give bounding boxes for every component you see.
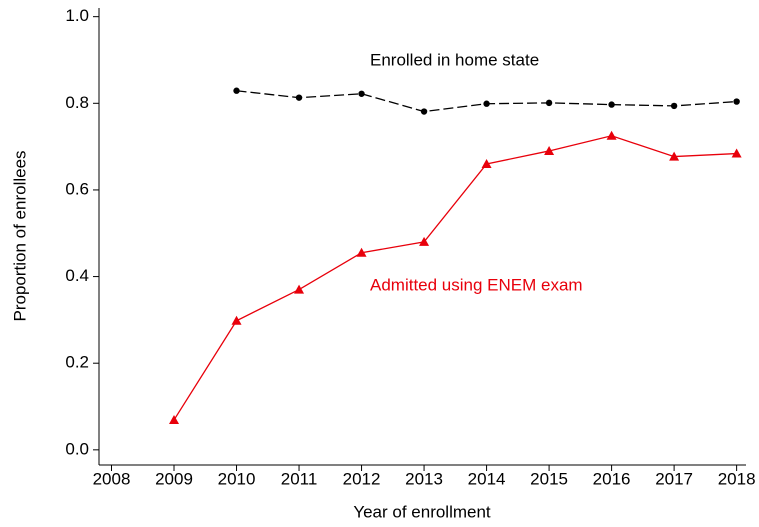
- marker: [356, 247, 367, 257]
- marker: [544, 145, 555, 155]
- marker: [608, 101, 615, 108]
- y-axis-label: Proportion of enrollees: [10, 150, 29, 321]
- series-label: Admitted using ENEM exam: [370, 275, 583, 294]
- y-tick-label: 0.8: [65, 93, 89, 112]
- x-tick-label: 2011: [281, 469, 318, 488]
- x-tick-label: 2009: [155, 469, 193, 488]
- marker: [233, 87, 240, 94]
- marker: [481, 158, 492, 168]
- marker: [169, 414, 180, 424]
- marker: [358, 90, 365, 97]
- series-line: [173, 135, 737, 421]
- x-tick-label: 2014: [468, 469, 506, 488]
- marker: [545, 99, 553, 107]
- x-tick-label: 2018: [718, 469, 756, 488]
- x-tick-label: 2013: [405, 469, 443, 488]
- marker: [606, 130, 617, 140]
- y-tick-label: 0.2: [65, 353, 89, 372]
- marker: [295, 94, 303, 101]
- marker: [731, 148, 742, 158]
- x-tick-label: 2010: [218, 469, 256, 488]
- y-tick-label: 0.4: [65, 266, 89, 285]
- x-tick-label: 2017: [655, 469, 693, 488]
- marker: [669, 151, 680, 161]
- x-tick-label: 2015: [530, 469, 568, 488]
- x-tick-label: 2012: [343, 469, 381, 488]
- y-tick-label: 0.0: [65, 439, 89, 458]
- x-axis-label: Year of enrollment: [353, 502, 491, 521]
- marker: [670, 102, 678, 110]
- marker: [231, 315, 242, 325]
- marker: [294, 284, 305, 294]
- marker: [420, 108, 428, 115]
- series-label: Enrolled in home state: [370, 50, 539, 69]
- x-tick-label: 2016: [593, 469, 631, 488]
- marker: [733, 98, 740, 105]
- x-tick-label: 2008: [93, 469, 131, 488]
- marker: [483, 100, 490, 107]
- y-tick-label: 1.0: [65, 6, 89, 25]
- y-tick-label: 0.6: [65, 179, 89, 198]
- marker: [419, 236, 430, 246]
